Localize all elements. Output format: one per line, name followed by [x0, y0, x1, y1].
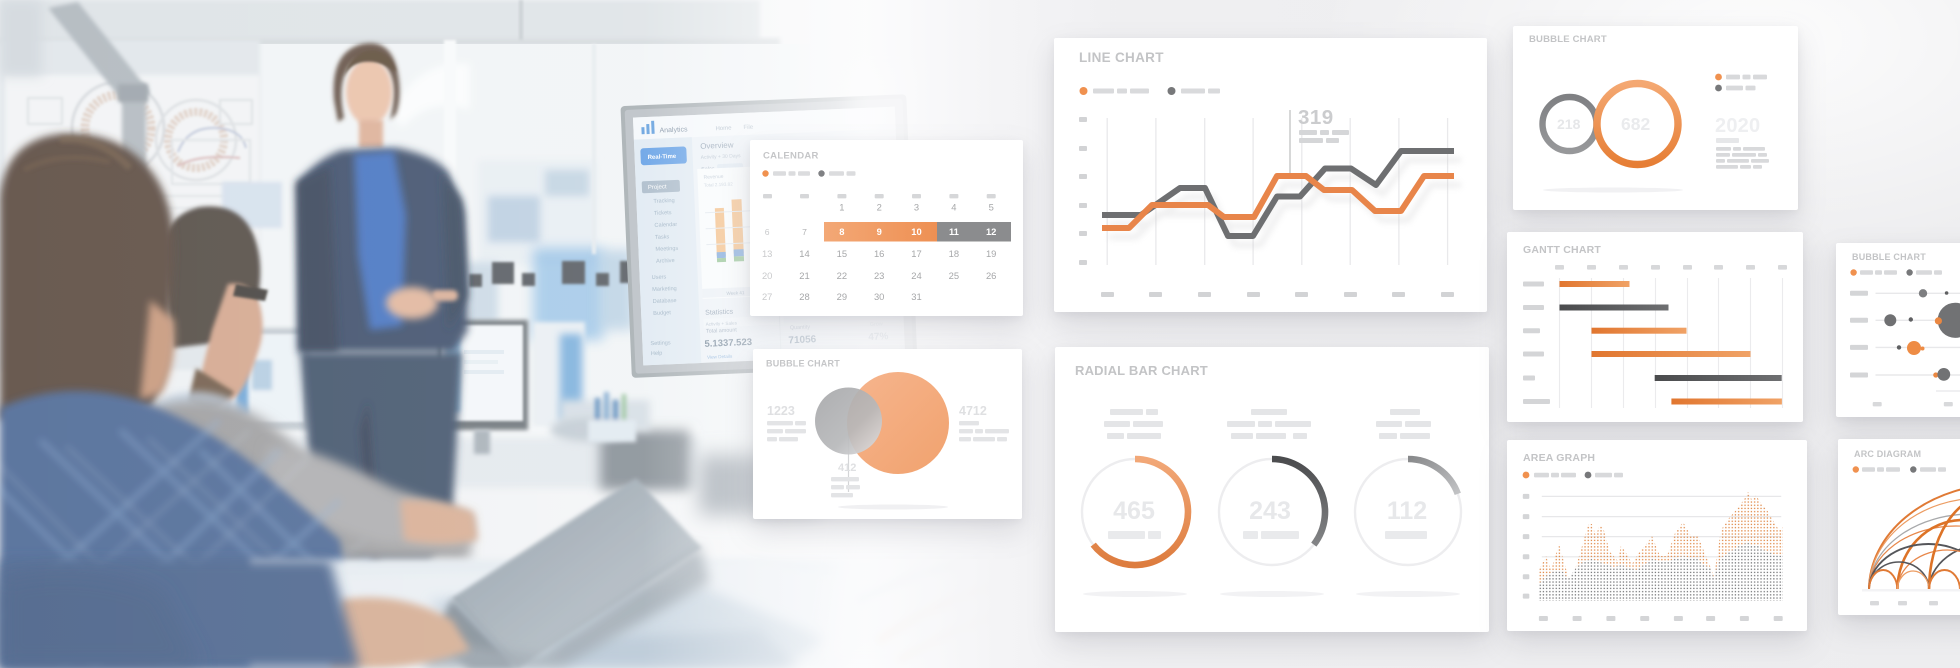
svg-text:9: 9 — [877, 226, 882, 237]
svg-text:27: 27 — [762, 291, 772, 302]
svg-text:465: 465 — [1113, 497, 1155, 525]
svg-text:1: 1 — [839, 202, 844, 213]
svg-text:21: 21 — [799, 270, 809, 281]
svg-text:28: 28 — [799, 291, 809, 302]
svg-text:19: 19 — [986, 248, 996, 259]
svg-text:RADIAL BAR CHART: RADIAL BAR CHART — [1075, 363, 1208, 378]
svg-text:13: 13 — [762, 248, 772, 259]
svg-text:22: 22 — [837, 270, 847, 281]
svg-text:2: 2 — [877, 202, 882, 213]
svg-text:7: 7 — [802, 227, 807, 237]
svg-text:112: 112 — [1387, 497, 1427, 525]
svg-text:6: 6 — [765, 227, 770, 237]
svg-text:AREA GRAPH: AREA GRAPH — [1523, 452, 1595, 464]
svg-text:319: 319 — [1298, 106, 1334, 129]
svg-text:31: 31 — [911, 291, 921, 302]
svg-text:ARC DIAGRAM: ARC DIAGRAM — [1854, 449, 1921, 459]
svg-text:15: 15 — [837, 248, 847, 259]
svg-text:18: 18 — [949, 248, 959, 259]
svg-text:14: 14 — [799, 248, 809, 259]
svg-text:23: 23 — [874, 270, 884, 281]
svg-text:GANTT CHART: GANTT CHART — [1523, 244, 1601, 256]
svg-text:29: 29 — [837, 291, 847, 302]
svg-text:10: 10 — [911, 226, 921, 237]
svg-text:218: 218 — [1557, 116, 1581, 132]
svg-text:BUBBLE CHART: BUBBLE CHART — [1529, 34, 1607, 45]
svg-text:20: 20 — [762, 270, 772, 281]
svg-text:1223: 1223 — [767, 404, 795, 418]
svg-text:BUBBLE CHART: BUBBLE CHART — [766, 359, 840, 369]
svg-text:4712: 4712 — [959, 404, 987, 418]
svg-text:2020: 2020 — [1715, 115, 1760, 137]
svg-text:3: 3 — [914, 202, 919, 213]
svg-text:412: 412 — [838, 462, 856, 474]
svg-text:BUBBLE CHART: BUBBLE CHART — [1852, 252, 1926, 262]
svg-text:243: 243 — [1249, 497, 1291, 525]
svg-text:17: 17 — [911, 248, 921, 259]
svg-text:25: 25 — [949, 270, 959, 281]
svg-text:4: 4 — [951, 202, 956, 213]
svg-text:16: 16 — [874, 248, 884, 259]
svg-text:5: 5 — [989, 202, 994, 213]
svg-text:24: 24 — [911, 270, 921, 281]
svg-text:12: 12 — [986, 226, 996, 237]
svg-text:LINE CHART: LINE CHART — [1079, 50, 1164, 65]
svg-text:11: 11 — [949, 226, 959, 237]
svg-text:26: 26 — [986, 270, 996, 281]
svg-text:30: 30 — [874, 291, 884, 302]
svg-text:682: 682 — [1621, 114, 1650, 134]
svg-text:CALENDAR: CALENDAR — [763, 151, 819, 162]
svg-text:8: 8 — [839, 226, 844, 237]
